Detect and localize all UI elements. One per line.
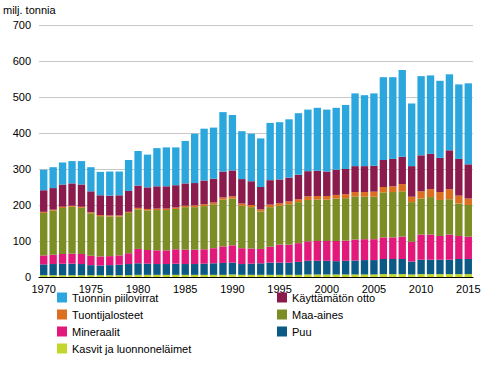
svg-text:0: 0 [25, 271, 31, 283]
svg-text:200: 200 [13, 199, 31, 211]
svg-text:500: 500 [13, 91, 31, 103]
svg-text:Mineraalit: Mineraalit [72, 326, 120, 338]
svg-text:600: 600 [13, 55, 31, 67]
svg-text:1995: 1995 [267, 282, 292, 295]
svg-text:100: 100 [13, 235, 31, 247]
svg-text:1985: 1985 [173, 283, 197, 295]
svg-text:2000: 2000 [314, 282, 339, 295]
svg-text:300: 300 [13, 163, 31, 175]
svg-text:Puu: Puu [292, 326, 312, 338]
svg-text:400: 400 [13, 127, 31, 139]
svg-text:Tuonnin piilovirrat: Tuonnin piilovirrat [72, 292, 158, 304]
svg-text:Maa-aines: Maa-aines [292, 309, 344, 321]
svg-text:2010: 2010 [409, 283, 433, 295]
svg-text:2005: 2005 [361, 282, 387, 295]
svg-text:1975: 1975 [78, 282, 104, 295]
svg-text:1990: 1990 [220, 283, 244, 295]
svg-text:700: 700 [13, 19, 31, 31]
svg-text:2015: 2015 [456, 283, 480, 295]
svg-text:milj. tonnia: milj. tonnia [3, 4, 56, 16]
svg-text:Tuontijalosteet: Tuontijalosteet [72, 309, 143, 321]
svg-text:Kasvit ja luonnoneläimet: Kasvit ja luonnoneläimet [72, 343, 191, 355]
svg-text:Käyttämätön otto: Käyttämätön otto [292, 292, 375, 304]
svg-text:1980: 1980 [125, 282, 151, 295]
svg-text:1970: 1970 [31, 283, 55, 295]
